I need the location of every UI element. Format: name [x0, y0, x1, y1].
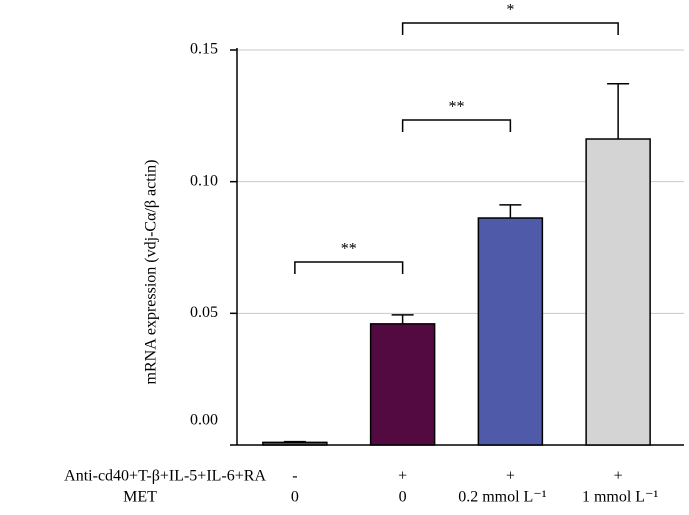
significance-bracket	[401, 119, 512, 132]
significance-bracket	[294, 261, 404, 274]
treatment-level: 0	[291, 489, 299, 506]
y-tick-label: 0.15	[190, 41, 218, 58]
y-tick-label: 0.05	[190, 304, 218, 321]
treatment-name: Anti-cd40+T-β+IL-5+IL-6+RA	[64, 468, 266, 485]
significance-label: *	[506, 2, 514, 19]
error-bar	[391, 314, 414, 324]
treatment-level: 0.2 mmol L⁻¹	[458, 489, 547, 506]
treatment-level: 1 mmol L⁻¹	[582, 489, 659, 506]
y-tick-label: 0.10	[190, 172, 218, 189]
treatment-name: MET	[123, 489, 157, 506]
significance-label: **	[449, 99, 465, 116]
treatment-level: +	[398, 468, 407, 485]
treatment-level: +	[506, 468, 515, 485]
significance-bracket	[401, 22, 619, 35]
treatment-level: +	[614, 468, 623, 485]
bar	[262, 441, 328, 446]
significance-label: **	[341, 241, 357, 258]
y-tick-label: 0.00	[190, 412, 218, 429]
error-bar	[283, 440, 306, 443]
bar	[369, 323, 436, 446]
treatment-level: 0	[399, 489, 407, 506]
bar	[477, 217, 544, 446]
error-bar	[499, 204, 522, 219]
bar	[585, 138, 651, 446]
y-axis-label: mRNA expression (vdj-Cα/β actin)	[143, 160, 160, 385]
treatment-level: -	[292, 468, 297, 485]
error-bar	[607, 82, 630, 140]
